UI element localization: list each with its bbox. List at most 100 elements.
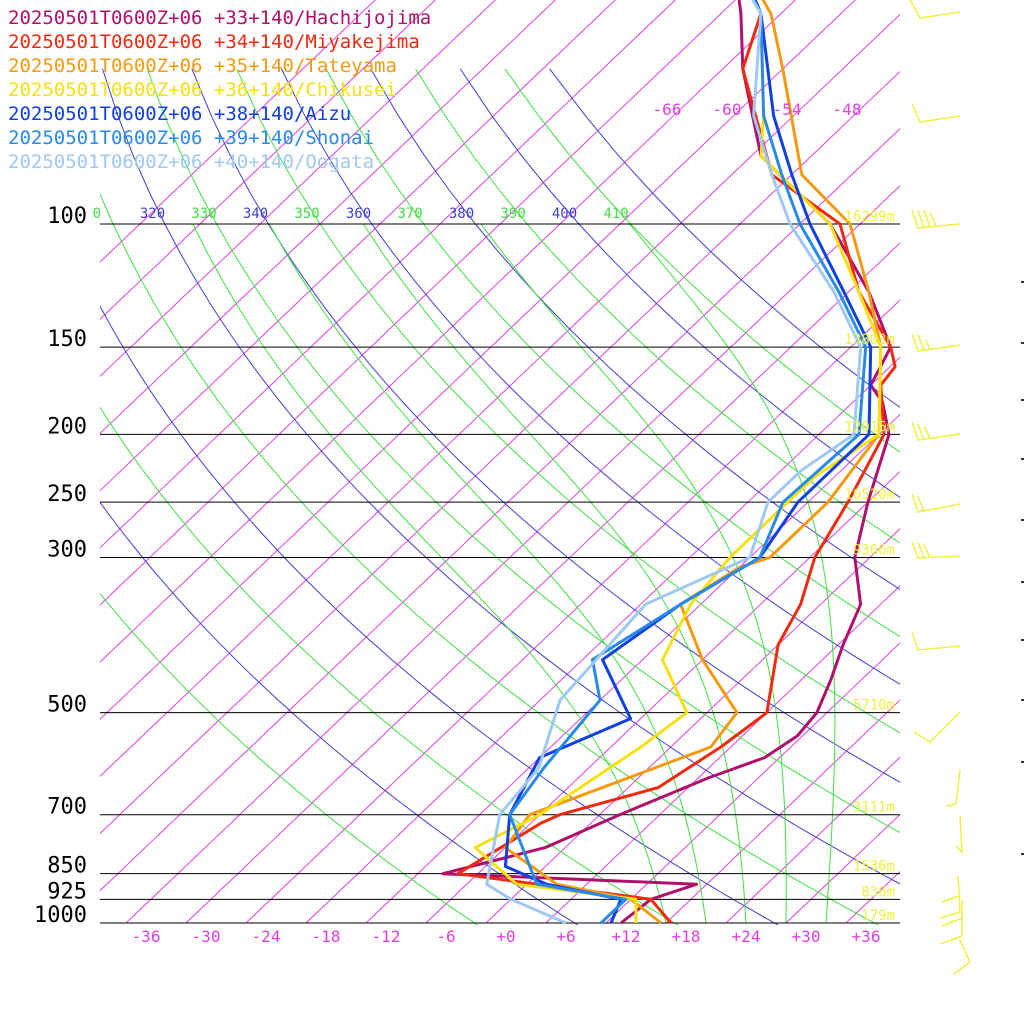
dry-adiabat-line xyxy=(459,68,900,498)
moist-adiabat-line xyxy=(192,223,667,924)
upper-temperature-label: -54 xyxy=(773,100,802,119)
temperature-tick-label: +6 xyxy=(556,927,575,946)
isotherm-line xyxy=(245,299,900,924)
wind-barb-icon xyxy=(911,493,961,513)
dry-adiabat-line xyxy=(325,68,900,638)
upper-temperature-label: -60 xyxy=(713,100,742,119)
height-label: 3111m xyxy=(853,800,895,816)
theta-label: 350 xyxy=(294,206,319,222)
theta-label: 370 xyxy=(397,206,422,222)
isotherm-line xyxy=(125,185,900,924)
temperature-tick-label: -6 xyxy=(436,927,455,946)
wind-barb-icon xyxy=(911,421,961,441)
theta-label: 380 xyxy=(449,206,474,222)
isotherm-line xyxy=(100,128,900,892)
pressure-label: 250 xyxy=(47,482,87,507)
wind-barb-icon xyxy=(953,939,971,975)
wind-barb-icon xyxy=(913,711,961,743)
pressure-label: 100 xyxy=(47,204,87,229)
isotherm-line xyxy=(365,413,900,924)
theta-label: 340 xyxy=(243,206,268,222)
theta-label: 360 xyxy=(346,206,371,222)
height-label: 179m xyxy=(861,908,895,924)
wind-barb-icon xyxy=(909,0,961,19)
height-label: 12015m xyxy=(844,419,895,435)
wind-barb-icon xyxy=(911,209,961,229)
isotherm-line xyxy=(185,242,900,924)
temperature-tick-label: -18 xyxy=(312,927,341,946)
isotherm-line xyxy=(100,0,616,492)
legend-entry: 20250501T0600Z+06 +40+140/Oogata xyxy=(8,151,374,173)
temperature-tick-label: +30 xyxy=(792,927,821,946)
height-label: 1536m xyxy=(853,859,895,875)
height-label: 5710m xyxy=(853,698,895,714)
temperature-tick-label: +24 xyxy=(732,927,761,946)
dry-adiabat-line xyxy=(100,501,579,925)
dry-adiabat-line xyxy=(102,68,900,885)
series-line xyxy=(473,0,883,924)
temperature-tick-label: +18 xyxy=(672,927,701,946)
isotherm-line xyxy=(100,0,736,606)
dry-adiabat-line xyxy=(100,305,780,925)
legend-entry: 20250501T0600Z+06 +38+140/Aizu xyxy=(8,103,351,125)
legend-entry: 20250501T0600Z+06 +33+140/Hachijojima xyxy=(8,7,431,29)
legend-entry: 20250501T0600Z+06 +36+140/Chikusei xyxy=(8,79,397,101)
upper-temperature-label: -66 xyxy=(653,100,682,119)
series-line xyxy=(503,0,883,925)
isotherm-line xyxy=(785,813,900,924)
isotherm-line xyxy=(845,870,900,924)
pressure-label: 200 xyxy=(47,414,87,439)
height-label: 13803m xyxy=(844,332,895,348)
series-line xyxy=(485,0,863,925)
dry-adiabat-line xyxy=(370,68,900,591)
wind-barb-icon xyxy=(945,769,961,807)
isotherm-line xyxy=(100,0,676,549)
wind-barb-icon xyxy=(939,875,961,919)
temperature-tick-label: +12 xyxy=(612,927,641,946)
pressure-label: 925 xyxy=(47,879,87,904)
temperature-tick-label: -12 xyxy=(372,927,401,946)
temperature-tick-label: +36 xyxy=(852,927,881,946)
isotherm-line xyxy=(665,699,900,924)
wind-barb-icon xyxy=(911,631,961,651)
isotherm-line xyxy=(100,70,900,835)
moist-adiabat-line xyxy=(268,223,707,924)
height-label: 10520m xyxy=(844,487,895,503)
wind-barbs xyxy=(909,0,1024,975)
pressure-label: 300 xyxy=(47,538,87,563)
pressure-label: 150 xyxy=(47,327,87,352)
dry-adiabat-line xyxy=(191,68,900,783)
theta-label: 320 xyxy=(140,206,165,222)
sounding-series xyxy=(441,0,897,925)
wind-barb-icon xyxy=(955,815,963,854)
upper-temperature-label: -48 xyxy=(833,100,862,119)
temperature-tick-label: -30 xyxy=(192,927,221,946)
dry-adiabat-line xyxy=(280,68,900,685)
series-line xyxy=(508,0,868,925)
pressure-label: 1000 xyxy=(34,903,87,928)
legend-entry: 20250501T0600Z+06 +35+140/Tateyama xyxy=(8,55,397,77)
height-label: 9366m xyxy=(853,543,895,559)
pressure-label: 500 xyxy=(47,693,87,718)
legend-entry: 20250501T0600Z+06 +39+140/Shonai xyxy=(8,127,374,149)
isotherm-line xyxy=(966,0,1024,923)
dry-adiabat-line xyxy=(415,68,900,544)
isotherm-line xyxy=(605,642,900,924)
pressure-label: 700 xyxy=(47,795,87,820)
dry-adiabat-line xyxy=(100,406,679,925)
temperature-tick-label: +0 xyxy=(496,927,515,946)
wind-barb-icon xyxy=(911,333,961,352)
isotherm-line xyxy=(100,0,556,435)
temperature-tick-label: -24 xyxy=(252,927,281,946)
dry-adiabat-line xyxy=(100,193,880,925)
isotherm-line xyxy=(305,356,900,924)
legend: 20250501T0600Z+06 +33+140/Hachijojima 202… xyxy=(8,7,431,173)
isotherm-line xyxy=(100,0,796,663)
height-label: 836m xyxy=(861,884,895,900)
isotherm-line xyxy=(100,13,900,778)
height-label: 16299m xyxy=(844,209,895,225)
isotherm-line xyxy=(906,0,1024,923)
wind-barb-icon xyxy=(911,541,961,559)
